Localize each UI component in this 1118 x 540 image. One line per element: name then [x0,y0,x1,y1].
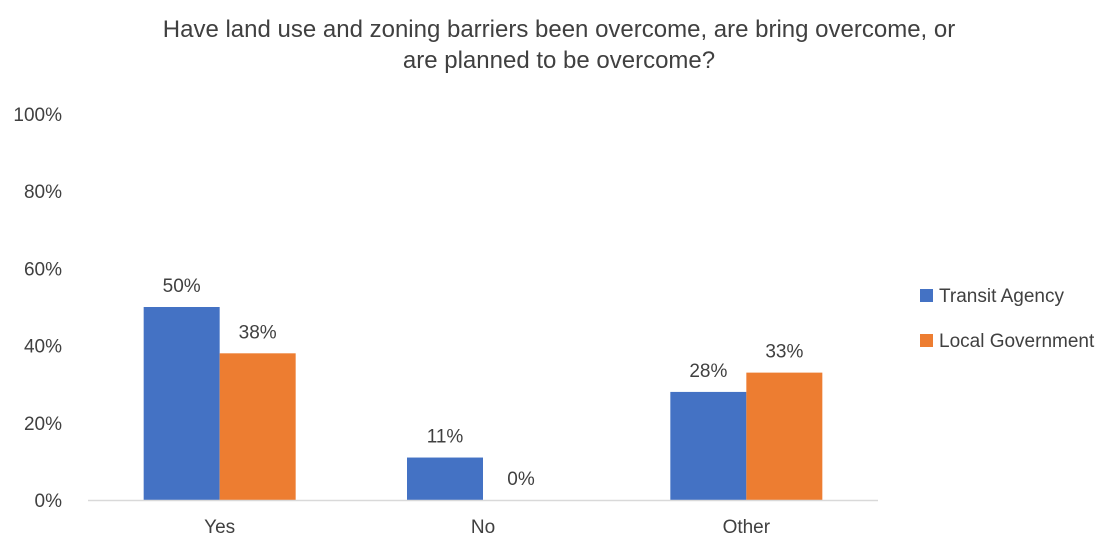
x-category-label: Other [723,517,771,538]
data-label: 33% [765,342,803,363]
chart-title: Have land use and zoning barriers been o… [163,16,955,74]
bar-transit-agency-no [407,457,483,500]
bar-local-government-yes [219,353,296,500]
x-category-label: No [471,517,495,538]
data-label: 50% [163,276,201,297]
legend-label: Transit Agency [939,286,1064,307]
legend-swatch [920,289,933,302]
chart-title-line-2: are planned to be overcome? [403,47,715,74]
chart-title-line-1: Have land use and zoning barriers been o… [163,16,955,43]
y-tick-label: 80% [24,182,62,203]
data-label: 0% [507,469,535,490]
data-label: 11% [427,427,464,448]
legend-label: Local Government [939,331,1095,352]
bar-transit-agency-other [670,391,747,500]
y-tick-label: 40% [24,337,62,358]
y-tick-label: 100% [13,105,62,126]
data-labels: 50% 38% 11% 0% 28% 33% [163,276,804,490]
data-label: 28% [689,361,727,382]
bar-local-government-other [746,372,823,500]
legend: Transit Agency Local Government [920,286,1095,352]
bars [143,307,823,500]
y-tick-label: 20% [24,414,62,435]
x-category-label: Yes [204,517,235,538]
x-axis: Yes No Other [88,499,878,538]
y-axis: 0% 20% 40% 60% 80% 100% [13,105,62,512]
y-tick-label: 0% [35,491,63,512]
legend-swatch [920,334,933,347]
bar-transit-agency-yes [143,307,220,500]
data-label: 38% [239,322,277,343]
y-tick-label: 60% [24,259,62,280]
